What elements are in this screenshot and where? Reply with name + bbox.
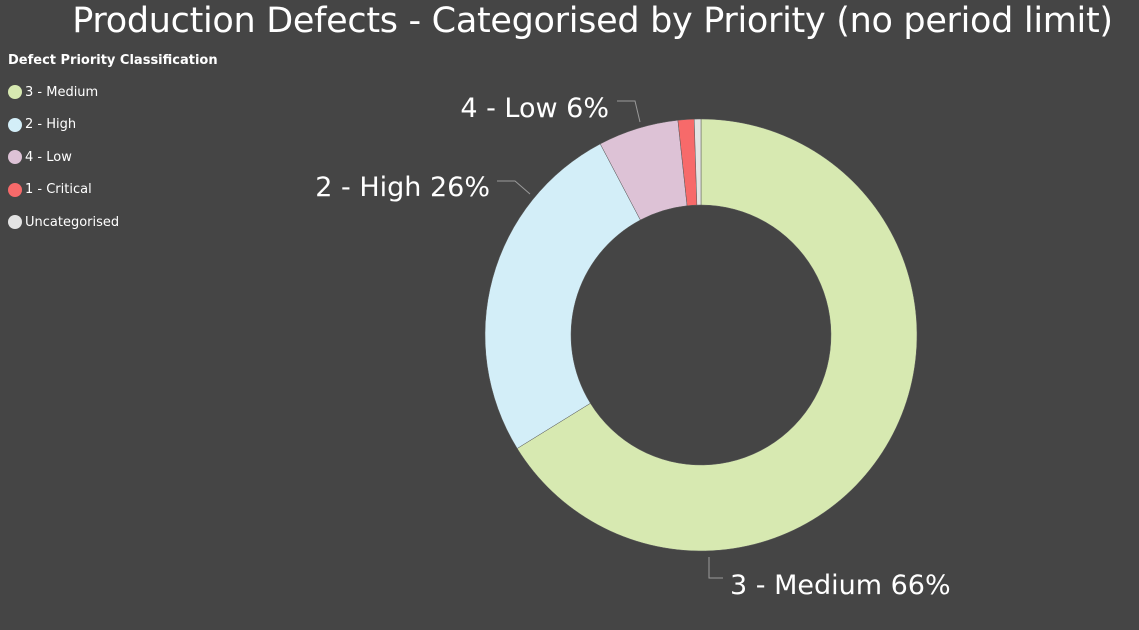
legend-item-high[interactable]: 2 - High <box>8 109 218 142</box>
leader-line-high <box>497 180 531 195</box>
legend-item-uncategorised[interactable]: Uncategorised <box>8 206 218 239</box>
data-label-high: 2 - High 26% <box>315 172 490 203</box>
legend-item-low[interactable]: 4 - Low <box>8 141 218 174</box>
leader-line-low <box>617 100 641 123</box>
data-label-medium: 3 - Medium 66% <box>730 570 951 601</box>
legend-swatch-high <box>8 117 22 132</box>
legend-title: Defect Priority Classification <box>8 53 218 68</box>
legend-label-critical: 1 - Critical <box>25 182 92 198</box>
legend-label-high: 2 - High <box>25 117 77 133</box>
legend-label-medium: 3 - Medium <box>25 84 99 100</box>
legend-swatch-uncategorised <box>8 215 22 230</box>
chart-title: Production Defects - Categorised by Prio… <box>72 1 1113 41</box>
legend-swatch-critical <box>8 182 22 197</box>
leader-line-medium <box>708 557 723 579</box>
slice-high[interactable] <box>484 143 641 449</box>
legend-swatch-low <box>8 150 22 165</box>
data-label-low: 4 - Low 6% <box>460 93 609 124</box>
legend: Defect Priority Classification 3 - Mediu… <box>8 52 218 239</box>
legend-item-critical[interactable]: 1 - Critical <box>8 174 218 207</box>
legend-label-uncategorised: Uncategorised <box>25 214 120 230</box>
slice-uncategorised[interactable] <box>693 118 702 206</box>
legend-label-low: 4 - Low <box>25 149 72 165</box>
legend-item-medium[interactable]: 3 - Medium <box>8 76 218 109</box>
legend-swatch-medium <box>8 85 22 100</box>
donut-slices <box>484 118 918 552</box>
slice-medium[interactable] <box>516 118 918 552</box>
